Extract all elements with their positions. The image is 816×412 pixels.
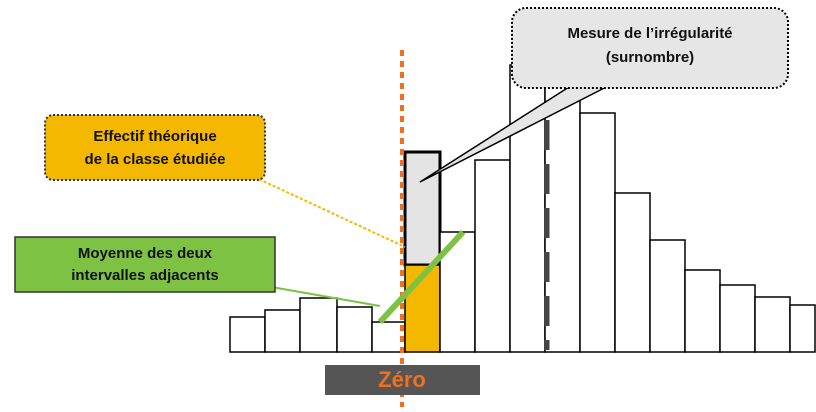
- callout-pointer: [259, 284, 381, 307]
- bar: [336, 306, 373, 353]
- bar: [754, 296, 791, 353]
- bar: [649, 239, 686, 353]
- callout-text: Moyenne des deux: [78, 245, 213, 262]
- callout-pointer: [249, 174, 406, 248]
- callout-join: [570, 78, 625, 87]
- bar: [474, 159, 511, 353]
- callout-box: [511, 7, 789, 89]
- bar: [684, 269, 721, 353]
- callout-text: intervalles adjacents: [71, 267, 219, 284]
- callout-text: Mesure de l’irrégularité: [567, 25, 732, 42]
- bar: [579, 112, 616, 353]
- bar: [299, 297, 338, 353]
- zero-text: Zéro: [378, 367, 426, 392]
- callout-theoretical: Effectif théorique de la classe étudiée: [44, 114, 406, 248]
- histogram: [229, 59, 816, 353]
- callout-box: [44, 114, 266, 181]
- callout-average: Moyenne des deux intervalles adjacents: [14, 236, 381, 307]
- callout-text: Effectif théorique: [93, 128, 216, 145]
- callout-text: (surnombre): [606, 49, 694, 66]
- bar: [789, 304, 816, 353]
- bar: [264, 309, 301, 353]
- callout-box: [14, 236, 276, 293]
- callout-irregularity: Mesure de l’irrégularité (surnombre): [419, 7, 789, 183]
- zero-box: [325, 365, 480, 395]
- surplus-bar: [403, 150, 442, 267]
- bar: [371, 321, 406, 353]
- average-line: [377, 229, 466, 325]
- bar: [719, 284, 756, 353]
- bar: [229, 316, 266, 353]
- bar: [614, 192, 651, 353]
- zero-label: Zéro: [325, 365, 480, 395]
- callout-text: de la classe étudiée: [85, 151, 226, 168]
